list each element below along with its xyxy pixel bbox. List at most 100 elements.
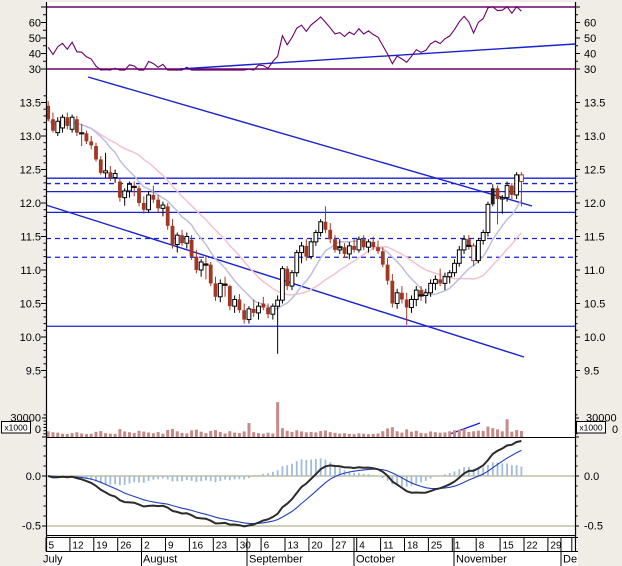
svg-text:25: 25 (431, 541, 443, 552)
macd-histogram-bar (166, 476, 169, 480)
svg-text:11.5: 11.5 (20, 232, 41, 244)
candle (394, 288, 400, 309)
volume-bar (266, 432, 270, 437)
volume-bar (204, 433, 208, 437)
macd-histogram-bar (104, 476, 107, 485)
candle (485, 201, 491, 237)
candle (256, 302, 261, 320)
volume-bar (180, 432, 184, 437)
candle (495, 185, 500, 225)
volume-bar (347, 433, 351, 437)
macd-histogram-bar (209, 476, 212, 482)
svg-text:30: 30 (240, 541, 252, 552)
volume-bar (328, 432, 332, 437)
volume-bar (123, 431, 127, 437)
volume-bar (285, 430, 289, 437)
candle (413, 286, 419, 307)
candle (514, 172, 520, 199)
svg-text:-0.5: -0.5 (22, 521, 41, 533)
macd-histogram-bar (458, 469, 461, 476)
volume-bar (218, 431, 222, 437)
candle (366, 239, 371, 253)
svg-text:40: 40 (584, 49, 596, 61)
svg-text:12.0: 12.0 (584, 198, 605, 210)
macd-histogram-bar (434, 476, 437, 477)
svg-text:12: 12 (72, 541, 84, 552)
candle (217, 279, 223, 303)
macd-line (47, 440, 522, 528)
volume-bar (223, 433, 227, 437)
volume-bar (99, 431, 103, 437)
macd-histogram-bar (410, 476, 413, 486)
candle (466, 235, 472, 250)
volume-multiplier-box (1, 421, 31, 434)
macd-histogram-bar (367, 474, 370, 476)
candle (251, 299, 256, 317)
candle (352, 239, 357, 253)
macd-histogram-bar (109, 476, 112, 485)
volume-bar (214, 430, 217, 437)
macd-histogram-bar (372, 475, 375, 476)
candle (509, 182, 514, 199)
candle (270, 303, 276, 320)
candle (456, 245, 462, 267)
macd-histogram-bar (506, 463, 508, 476)
volume-bar (500, 431, 504, 437)
volume-bar (142, 431, 146, 437)
volume-bar (472, 431, 476, 437)
volume-bar (118, 429, 122, 437)
candle (289, 270, 295, 291)
candle (198, 259, 204, 277)
volume-bar (338, 433, 342, 437)
volume-bar (61, 433, 65, 437)
volume-bar (505, 419, 509, 437)
macd-histogram-bar (348, 471, 351, 476)
candle (170, 219, 175, 249)
volume-bar (419, 432, 423, 437)
volume-bar (46, 431, 50, 437)
volume-bar (132, 432, 136, 437)
volume-bar (491, 428, 495, 437)
volume-bar (395, 431, 399, 437)
candle (380, 247, 385, 268)
svg-text:1: 1 (455, 541, 461, 552)
candle (313, 229, 319, 246)
volume-bar (519, 430, 523, 437)
price-trendline (87, 76, 533, 207)
macd-plot-area (46, 437, 575, 535)
macd-panel (47, 440, 523, 528)
svg-text:9.5: 9.5 (584, 366, 599, 378)
candle (275, 295, 281, 354)
candle (461, 235, 467, 254)
svg-text:6: 6 (264, 541, 270, 552)
macd-histogram-bar (157, 476, 160, 480)
volume-bar (414, 430, 418, 437)
volume-bar (424, 433, 428, 437)
trendlines (45, 43, 576, 435)
svg-text:50: 50 (29, 33, 41, 45)
volume-bar (147, 432, 151, 437)
candle (127, 181, 132, 198)
macd-histogram-bar (381, 476, 384, 479)
svg-text:x1000: x1000 (4, 423, 27, 433)
volume-bar (429, 431, 433, 437)
macd-histogram-bar (128, 476, 131, 484)
candle (174, 232, 180, 253)
svg-text:60: 60 (29, 18, 41, 30)
volume-bar (409, 431, 413, 437)
candle (156, 194, 161, 213)
candle (471, 243, 477, 266)
macd-histogram-bar (305, 459, 308, 476)
svg-text:10.5: 10.5 (20, 299, 41, 311)
macd-histogram-bar (176, 476, 179, 482)
macd-histogram-bar (195, 476, 198, 482)
macd-histogram-bar (123, 476, 126, 485)
candle (141, 196, 146, 214)
candle (318, 219, 324, 237)
candle (385, 257, 390, 285)
svg-text:8: 8 (479, 541, 485, 552)
candle (261, 296, 266, 311)
svg-text:September: September (249, 554, 303, 566)
volume-bar (467, 431, 471, 437)
